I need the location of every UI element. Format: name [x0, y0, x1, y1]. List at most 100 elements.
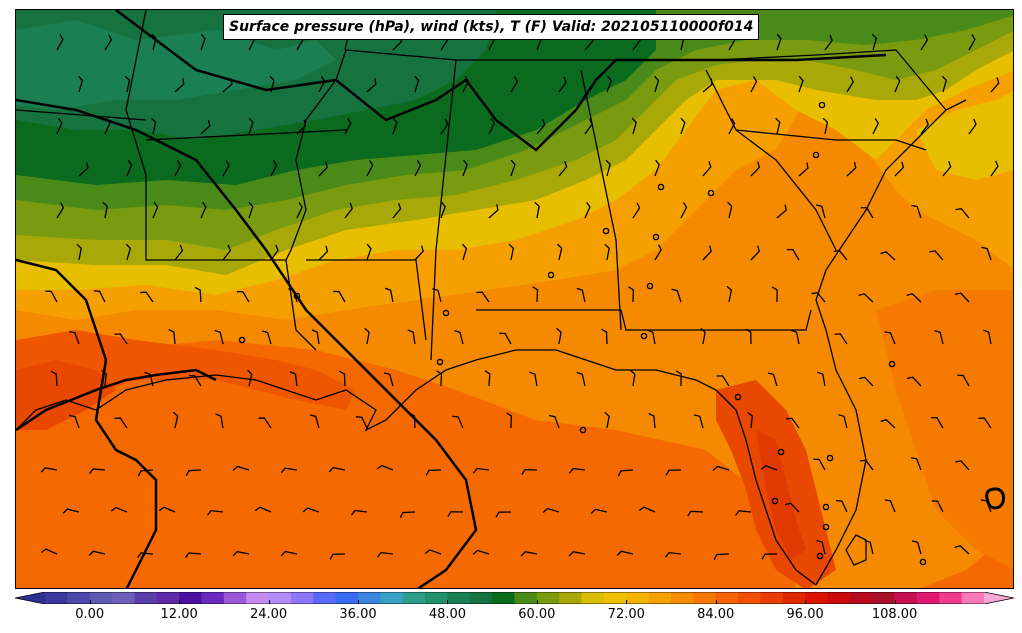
wind-barb — [40, 467, 58, 473]
wind-barb — [384, 287, 394, 303]
wind-barb — [296, 119, 307, 135]
wind-barb — [884, 331, 896, 345]
colorbar-tick — [268, 600, 270, 604]
wind-barb — [536, 119, 546, 135]
wind-barb — [931, 500, 944, 513]
isobar-small-loop — [985, 487, 1005, 510]
wind-barb — [476, 291, 490, 303]
wind-barb — [654, 244, 662, 261]
wind-barb — [880, 419, 896, 429]
station-circle — [888, 360, 896, 368]
colorbar-segment — [581, 592, 605, 604]
wind-barb — [328, 466, 346, 473]
wind-barb — [813, 458, 826, 471]
wind-barb — [270, 160, 278, 177]
wind-barb — [981, 246, 992, 261]
colorbar-segment — [693, 592, 717, 604]
wind-barb — [194, 286, 202, 303]
wind-barb — [93, 290, 106, 303]
wind-barb — [350, 509, 368, 516]
wind-barb — [726, 285, 733, 303]
wind-barb — [665, 469, 681, 476]
wind-barb — [344, 202, 353, 219]
wind-barb — [318, 76, 326, 93]
wind-barb — [302, 507, 320, 513]
wind-barb — [366, 160, 374, 177]
wind-barb — [629, 369, 636, 387]
wind-barb — [69, 414, 80, 429]
wind-barb — [339, 370, 346, 387]
temp-band-90-florida — [756, 430, 806, 560]
colorbar-segment — [313, 592, 337, 604]
wind-barb — [376, 551, 394, 558]
wind-barb — [604, 243, 610, 261]
wind-barb — [702, 245, 712, 261]
wind-barb — [454, 330, 464, 345]
temp-band-72-coast — [916, 91, 1013, 180]
wind-barb — [214, 329, 224, 345]
temp-band-84-gulf — [16, 330, 356, 430]
wind-barb — [747, 412, 754, 429]
wind-barb — [906, 376, 922, 387]
wind-barb — [424, 549, 442, 555]
colorbar-tick-label: 72.00 — [607, 607, 645, 622]
wind-barb — [957, 374, 970, 387]
colorbar-extend-high — [984, 592, 1014, 604]
wind-barb — [616, 550, 634, 556]
station-circle — [777, 448, 785, 456]
wind-barb — [499, 332, 512, 345]
wind-barb — [102, 201, 108, 219]
wind-barb — [680, 202, 688, 219]
wind-barb — [542, 507, 560, 513]
wind-barb — [414, 245, 424, 261]
wind-barb — [860, 207, 874, 219]
wind-barb — [980, 499, 992, 513]
wind-barb — [392, 117, 398, 135]
border-tx-north — [16, 109, 147, 121]
wind-barb — [440, 201, 446, 219]
wind-barb — [261, 330, 272, 345]
wind-barb — [436, 370, 443, 387]
colorbar-tick-label: 96.00 — [786, 607, 824, 622]
colorbar-segment — [514, 592, 538, 604]
wind-barb — [222, 78, 233, 93]
wind-barb — [140, 291, 154, 303]
colorbar-segment — [67, 592, 91, 604]
wind-barb — [983, 329, 992, 345]
border-ga-sc — [705, 69, 837, 251]
wind-barbs — [40, 33, 1000, 560]
wind-barb — [126, 159, 133, 177]
wind-barb — [254, 506, 272, 513]
wind-barb — [45, 290, 58, 303]
colorbar-segment — [603, 592, 627, 604]
wind-barb — [816, 539, 826, 555]
wind-barb — [557, 243, 563, 261]
colorbar-tick-label: 0.00 — [75, 607, 105, 622]
wind-barb — [151, 33, 157, 51]
wind-barb — [568, 467, 586, 474]
wind-barb — [846, 76, 855, 93]
colorbar-tick — [536, 600, 538, 604]
wind-barb — [200, 201, 207, 219]
station-circle — [734, 393, 742, 401]
wind-barb — [929, 250, 944, 261]
wind-barb — [289, 371, 298, 387]
colorbar-tick — [358, 600, 359, 604]
wind-barb — [775, 117, 781, 135]
wind-barb — [532, 286, 539, 303]
wind-barb — [750, 76, 758, 93]
colorbar-segment — [939, 592, 963, 604]
wind-barb — [601, 328, 608, 345]
wind-barb — [859, 459, 874, 471]
wind-barb — [558, 161, 568, 177]
wind-barb — [488, 204, 499, 219]
wind-barb — [144, 371, 154, 387]
colorbar-tick — [447, 600, 449, 604]
wind-barb — [576, 287, 586, 303]
wind-barb — [576, 371, 586, 387]
colorbar-segment — [469, 592, 493, 604]
colorbar-tick-label: 84.00 — [697, 607, 735, 622]
station-circle — [646, 282, 654, 290]
wind-barb — [694, 414, 704, 429]
wind-barb — [137, 469, 153, 477]
